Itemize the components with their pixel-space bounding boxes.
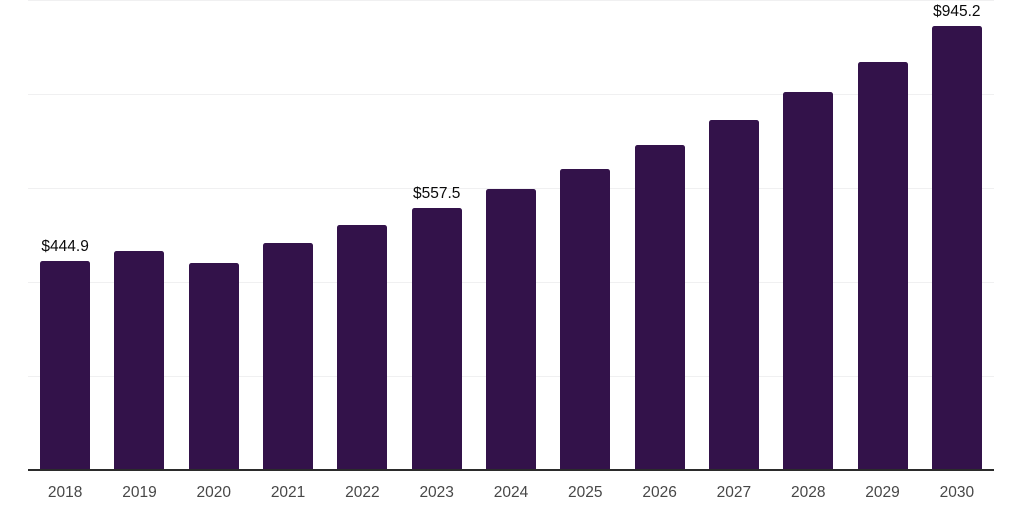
bar xyxy=(263,242,314,470)
bar xyxy=(560,168,611,470)
x-tick-label: 2021 xyxy=(270,484,306,501)
x-axis-line xyxy=(28,469,994,471)
x-tick-label: 2029 xyxy=(865,484,900,501)
bar xyxy=(634,144,685,470)
bar xyxy=(486,188,536,470)
gridline xyxy=(28,94,994,95)
x-tick-label: 2028 xyxy=(790,484,826,501)
x-tick-label: 2024 xyxy=(493,484,529,501)
bar xyxy=(708,119,759,470)
x-tick-label: 2022 xyxy=(345,484,380,501)
bar-value-label: $945.2 xyxy=(933,2,981,20)
x-tick-label: 2026 xyxy=(642,484,677,501)
x-tick-label: 2027 xyxy=(716,484,752,501)
bar-value-label: $444.9 xyxy=(41,237,89,255)
x-tick-label: 2018 xyxy=(47,484,83,501)
bar xyxy=(931,25,982,470)
bar xyxy=(114,250,165,470)
bar xyxy=(783,91,834,470)
bar xyxy=(40,260,91,470)
bar-value-label: $557.5 xyxy=(412,184,461,202)
bar xyxy=(188,262,239,470)
x-tick-label: 2025 xyxy=(568,484,603,501)
x-tick-label: 2020 xyxy=(196,484,231,501)
bar xyxy=(857,61,908,470)
gridline xyxy=(28,188,994,189)
x-tick-label: 2030 xyxy=(939,484,975,501)
bar xyxy=(411,207,462,470)
x-tick-label: 2023 xyxy=(419,484,454,501)
gridline xyxy=(28,0,994,1)
x-tick-label: 2019 xyxy=(122,484,157,501)
bar xyxy=(337,224,388,470)
